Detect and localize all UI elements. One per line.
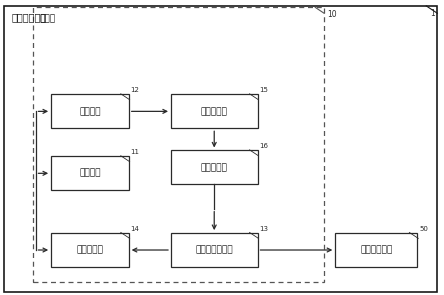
Text: 11: 11 <box>131 149 139 155</box>
Text: 一般任务: 一般任务 <box>79 107 101 116</box>
Text: 访问控制设定部: 访问控制设定部 <box>195 245 233 255</box>
Text: 13: 13 <box>259 226 268 232</box>
Bar <box>171 94 258 128</box>
Bar <box>51 94 129 128</box>
Text: 50: 50 <box>419 226 428 232</box>
Text: 访问控制硬件: 访问控制硬件 <box>360 245 392 255</box>
Text: 10: 10 <box>328 10 337 19</box>
Text: 通信任务: 通信任务 <box>79 169 101 178</box>
Text: 访问判定部: 访问判定部 <box>201 107 228 116</box>
Text: 15: 15 <box>259 87 268 93</box>
Bar <box>51 233 129 267</box>
Text: 1: 1 <box>430 9 435 18</box>
Text: 12: 12 <box>131 87 139 93</box>
Text: 访问控制部: 访问控制部 <box>201 163 228 172</box>
Text: 任务控制部: 任务控制部 <box>76 245 103 255</box>
Bar <box>51 156 129 190</box>
Bar <box>33 7 324 282</box>
Bar <box>171 150 258 184</box>
Text: 16: 16 <box>259 143 268 149</box>
Text: 处理器: 处理器 <box>40 15 56 24</box>
Bar <box>171 233 258 267</box>
Text: 信息处理装置: 信息处理装置 <box>11 12 46 22</box>
Bar <box>335 233 417 267</box>
Text: 14: 14 <box>131 226 139 232</box>
